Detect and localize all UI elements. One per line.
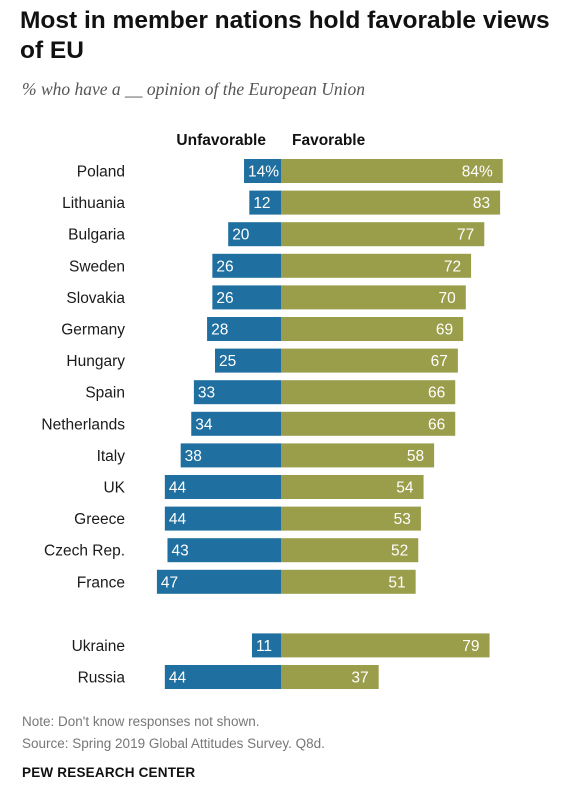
bar-favorable-uk	[281, 475, 424, 499]
category-label-spain: Spain	[85, 385, 125, 402]
value-label-unfavorable-france: 47	[161, 574, 178, 591]
legend-favorable: Favorable	[292, 132, 366, 149]
category-label-greece: Greece	[74, 511, 125, 528]
bar-unfavorable-italy	[180, 443, 281, 468]
bar-favorable-poland	[281, 159, 503, 183]
value-label-unfavorable-italy: 38	[185, 448, 202, 465]
category-label-bulgaria: Bulgaria	[68, 227, 125, 244]
category-label-france: France	[77, 574, 125, 591]
value-label-favorable-spain: 66	[428, 385, 445, 402]
bar-unfavorable-greece	[164, 506, 281, 531]
bar-unfavorable-russia	[164, 665, 281, 689]
value-label-unfavorable-slovakia: 26	[216, 290, 233, 307]
chart-subtitle: % who have a __ opinion of the European …	[22, 79, 365, 99]
value-label-unfavorable-spain: 33	[198, 385, 215, 402]
category-label-italy: Italy	[97, 448, 126, 465]
category-label-poland: Poland	[77, 164, 125, 181]
bar-favorable-slovakia	[281, 285, 466, 310]
bar-favorable-lithuania	[281, 190, 501, 215]
value-label-favorable-france: 51	[388, 574, 405, 591]
publisher-credit: PEW RESEARCH CENTER	[22, 765, 196, 780]
bar-favorable-italy	[281, 443, 435, 468]
value-label-favorable-lithuania: 83	[473, 195, 490, 212]
bar-unfavorable-germany	[207, 317, 281, 341]
value-label-favorable-greece: 53	[394, 511, 411, 528]
bar-unfavorable-uk	[164, 475, 281, 499]
bar-favorable-bulgaria	[281, 222, 485, 247]
value-label-favorable-netherlands: 66	[428, 416, 445, 433]
value-label-unfavorable-greece: 44	[169, 511, 187, 528]
value-label-favorable-germany: 69	[436, 322, 453, 339]
category-label-slovakia: Slovakia	[66, 290, 125, 307]
bar-favorable-russia	[281, 665, 379, 689]
category-label-lithuania: Lithuania	[62, 195, 125, 212]
category-label-sweden: Sweden	[69, 258, 125, 275]
bar-unfavorable-poland	[244, 159, 281, 183]
bar-unfavorable-czech-rep	[167, 538, 281, 563]
value-label-unfavorable-sweden: 26	[216, 258, 233, 275]
category-label-russia: Russia	[78, 670, 126, 687]
bar-unfavorable-ukraine	[251, 633, 281, 658]
value-label-unfavorable-bulgaria: 20	[232, 227, 250, 244]
chart-title: Most in member nations hold favorable vi…	[20, 7, 550, 64]
bar-favorable-greece	[281, 506, 421, 531]
diverging-bar-chart: Unfavorable Favorable Poland 14% 84% Lithua…	[41, 132, 503, 689]
bar-favorable-france	[281, 569, 416, 594]
chart-source: Source: Spring 2019 Global Attitudes Sur…	[22, 736, 325, 751]
value-label-favorable-poland: 84%	[462, 164, 493, 181]
value-label-favorable-sweden: 72	[444, 258, 461, 275]
bar-unfavorable-hungary	[215, 348, 281, 373]
category-label-germany: Germany	[61, 322, 125, 339]
bar-favorable-ukraine	[281, 633, 490, 658]
category-label-netherlands: Netherlands	[41, 416, 125, 433]
value-label-unfavorable-czech-rep: 43	[171, 543, 188, 560]
value-label-unfavorable-russia: 44	[169, 670, 187, 687]
category-label-hungary: Hungary	[66, 353, 125, 370]
category-label-czech-rep: Czech Rep.	[44, 543, 125, 560]
value-label-favorable-czech-rep: 52	[391, 543, 408, 560]
value-label-favorable-bulgaria: 77	[457, 227, 474, 244]
value-label-favorable-hungary: 67	[431, 353, 448, 370]
value-label-favorable-italy: 58	[407, 448, 424, 465]
category-label-uk: UK	[103, 480, 125, 497]
bar-unfavorable-spain	[193, 380, 281, 405]
category-label-ukraine: Ukraine	[72, 638, 125, 655]
value-label-unfavorable-germany: 28	[211, 322, 228, 339]
value-label-unfavorable-uk: 44	[169, 480, 187, 497]
bar-favorable-czech-rep	[281, 538, 419, 563]
value-label-unfavorable-lithuania: 12	[253, 195, 270, 212]
value-label-unfavorable-netherlands: 34	[195, 416, 213, 433]
value-label-favorable-uk: 54	[396, 480, 414, 497]
value-label-unfavorable-ukraine: 11	[256, 638, 272, 655]
chart-note: Note: Don't know responses not shown.	[22, 714, 260, 729]
bar-unfavorable-slovakia	[212, 285, 281, 310]
value-label-favorable-russia: 37	[351, 670, 368, 687]
bar-unfavorable-sweden	[212, 253, 281, 278]
bar-unfavorable-netherlands	[191, 411, 281, 436]
value-label-unfavorable-poland: 14%	[248, 164, 279, 181]
legend-unfavorable: Unfavorable	[176, 132, 266, 149]
bar-unfavorable-bulgaria	[228, 222, 281, 247]
bar-favorable-germany	[281, 317, 464, 341]
bar-unfavorable-lithuania	[249, 190, 281, 215]
value-label-unfavorable-hungary: 25	[219, 353, 236, 370]
bar-favorable-sweden	[281, 253, 472, 278]
bar-favorable-hungary	[281, 348, 458, 373]
value-label-favorable-slovakia: 70	[439, 290, 457, 307]
value-label-favorable-ukraine: 79	[462, 638, 479, 655]
bar-favorable-netherlands	[281, 411, 456, 436]
bar-favorable-spain	[281, 380, 456, 405]
bar-unfavorable-france	[156, 569, 281, 594]
bars-group: Poland 14% 84% Lithuania 12 83 Bulgaria 20 77 Swe…	[41, 159, 503, 689]
